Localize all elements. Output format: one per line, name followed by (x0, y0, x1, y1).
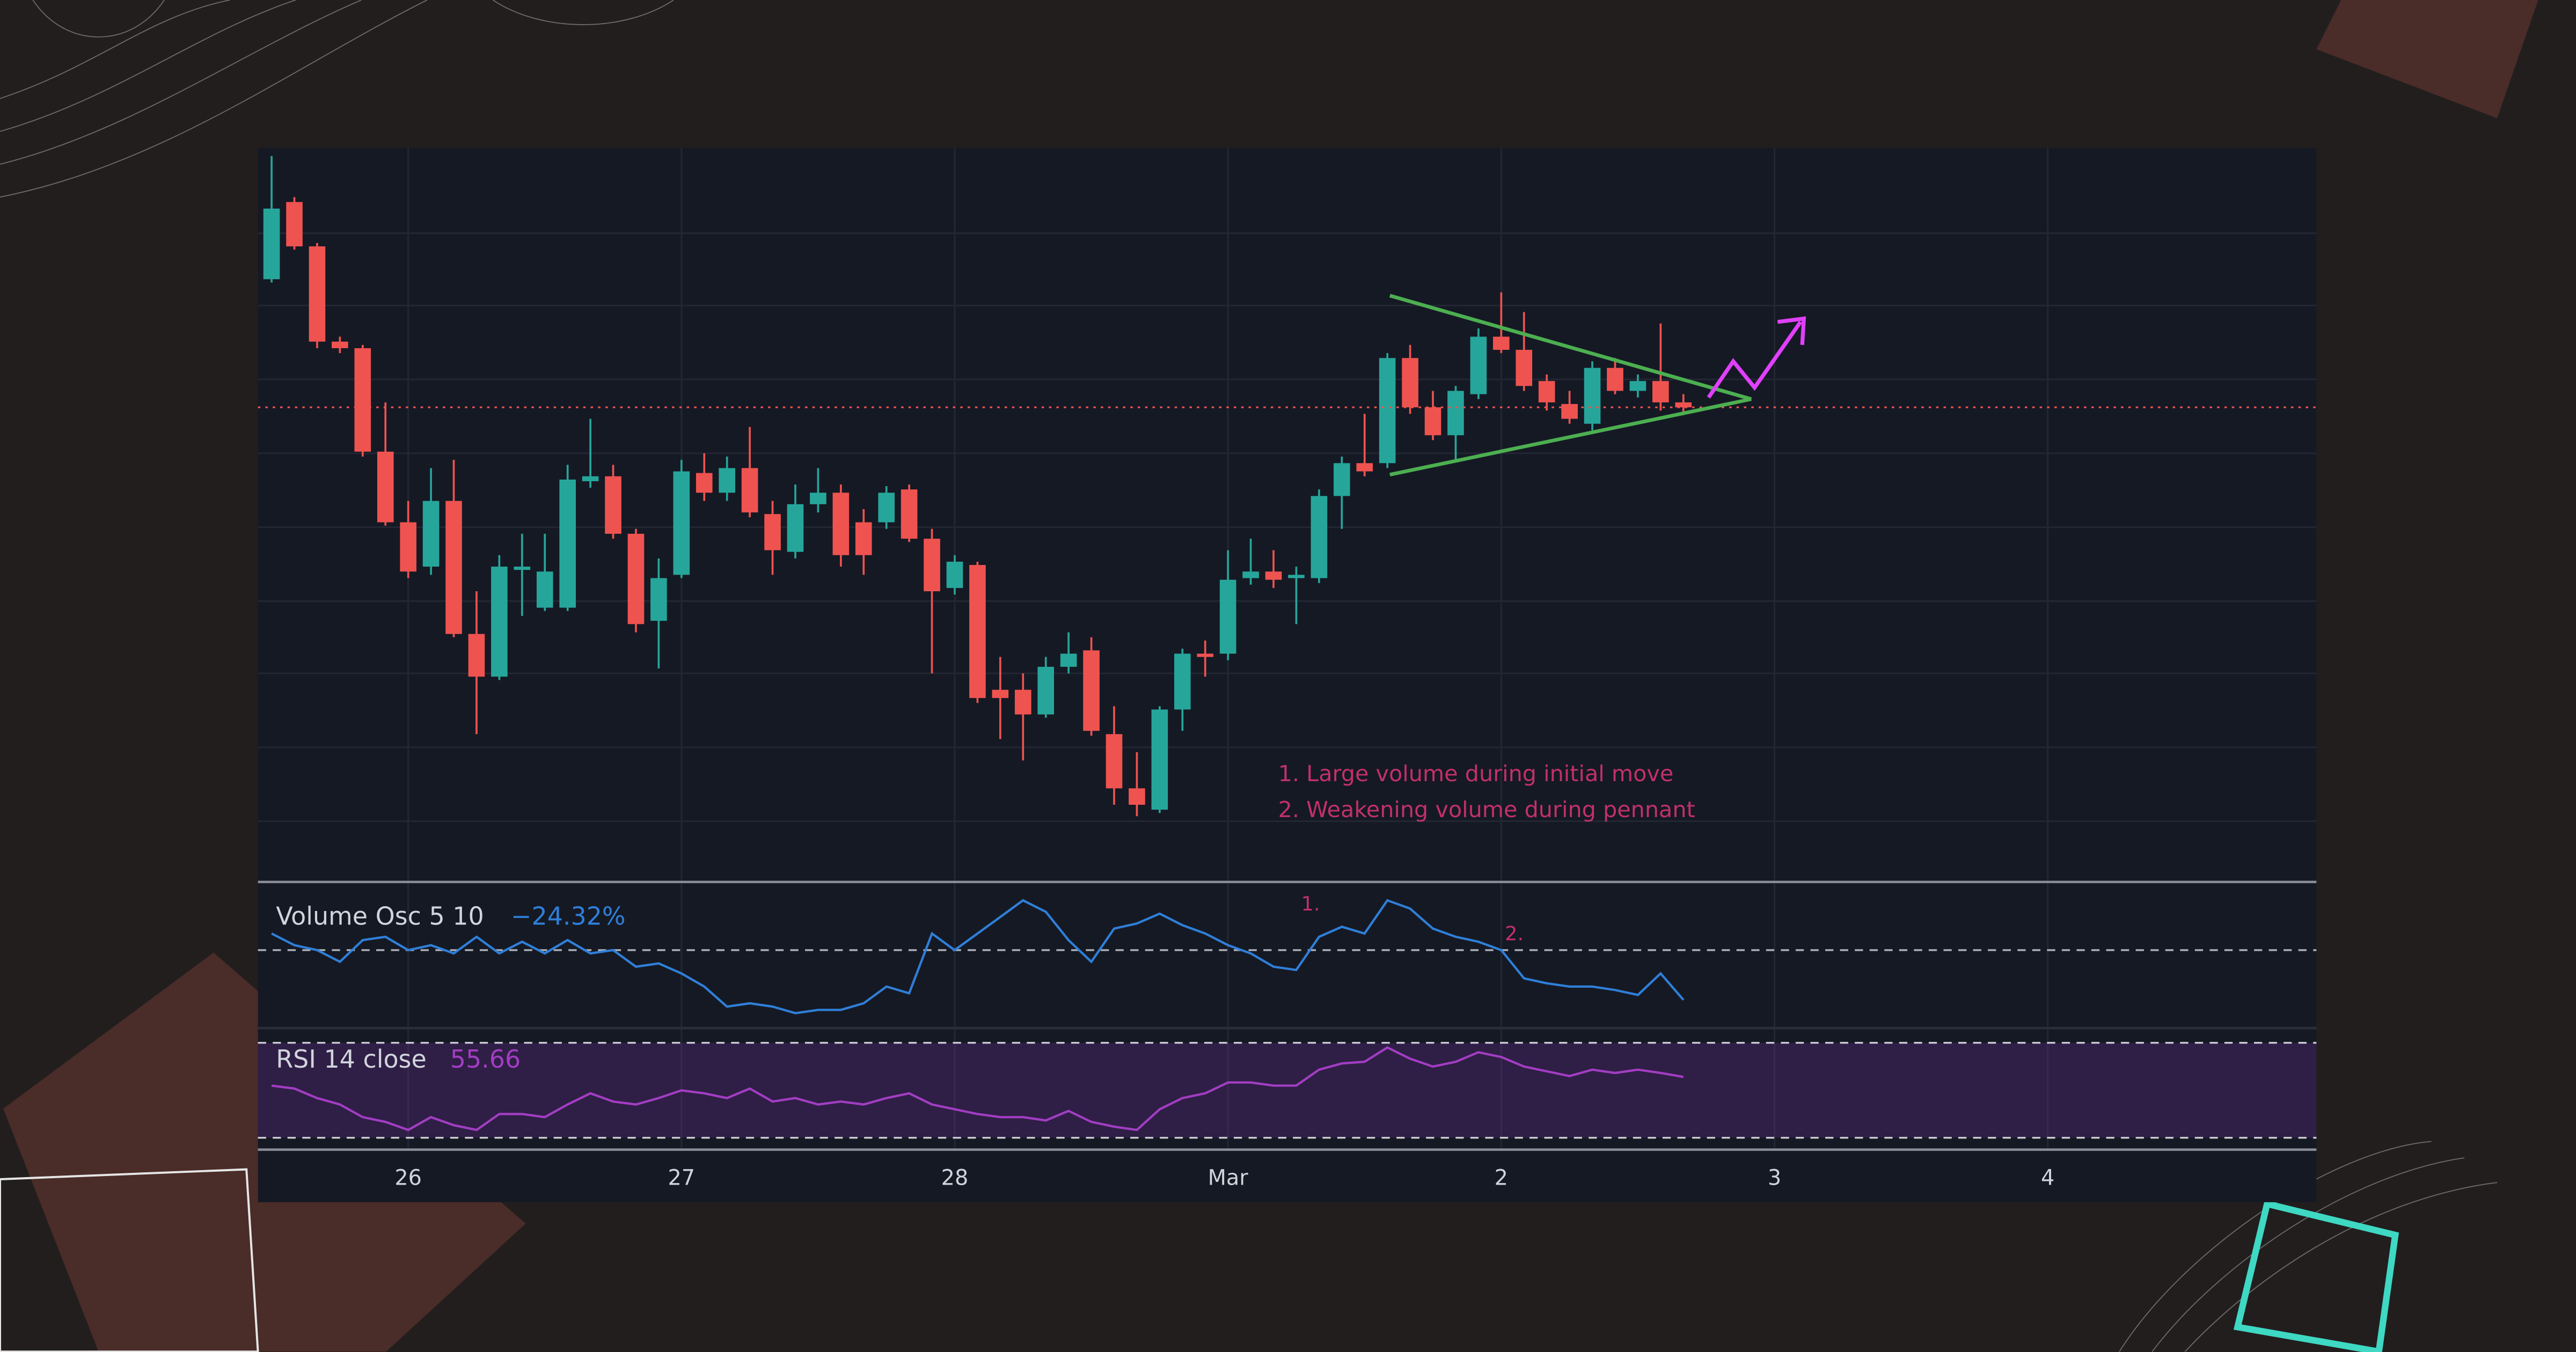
grid (258, 148, 2317, 1150)
candle-body (1447, 391, 1464, 436)
candle-body (1538, 381, 1555, 402)
pane-value: −24.32% (511, 902, 626, 931)
candle-body (924, 539, 940, 592)
candle-body (764, 514, 781, 550)
candle-body (263, 208, 280, 280)
candle-body (1629, 381, 1646, 391)
candle-body (1607, 368, 1623, 391)
candle-body (491, 567, 508, 677)
candle-body (1106, 734, 1123, 789)
candle-body (1060, 653, 1077, 667)
outline-decoration (0, 1168, 259, 1352)
x-tick-label: 2 (1495, 1165, 1508, 1190)
candle-body (946, 561, 963, 588)
annotation: 1. (1301, 892, 1320, 915)
pane-title: Volume Osc 5 10 (276, 902, 484, 931)
candle-body (901, 489, 918, 539)
candle-body (468, 634, 485, 677)
candle-body (377, 451, 394, 523)
candle-body (1174, 653, 1191, 710)
x-tick-label: 27 (668, 1165, 696, 1190)
candle-body (969, 565, 986, 699)
x-tick-label: 4 (2041, 1165, 2054, 1190)
candle-body (1493, 336, 1510, 350)
candle-body (1675, 402, 1692, 408)
candle-body (1037, 666, 1055, 715)
candle-body (1561, 404, 1578, 419)
candle-body (400, 522, 416, 572)
projection-arrow (1707, 320, 1803, 399)
candle-body (1356, 463, 1373, 472)
candle-body (1151, 709, 1168, 810)
pane-title: RSI 14 close (276, 1045, 426, 1074)
candle-body (1242, 571, 1259, 578)
x-tick-label: 3 (1768, 1165, 1781, 1190)
candle-body (1014, 689, 1031, 715)
candle-body (1333, 463, 1350, 496)
candle-body (605, 476, 621, 534)
pennant-line (1389, 397, 1752, 476)
candle-body (332, 341, 348, 348)
candle-body (627, 533, 645, 624)
candle-body (422, 501, 440, 567)
drawings (1389, 293, 1806, 476)
indicator-line (271, 899, 1685, 1015)
candle-body (559, 479, 576, 608)
candle-body (1311, 496, 1328, 578)
candle-body (354, 348, 371, 452)
candle-body (582, 476, 599, 481)
candle-body (1265, 571, 1282, 580)
candle-body (810, 493, 826, 504)
candle-body (878, 493, 895, 523)
candle-body (1129, 788, 1145, 805)
candle-body (719, 468, 735, 493)
candle-body (832, 493, 850, 555)
candle-body (309, 246, 326, 342)
candle-body (696, 473, 713, 493)
chart-area (258, 148, 2317, 1202)
candle-body (741, 468, 758, 513)
pane-value: 55.66 (450, 1045, 521, 1074)
arrow-head (1777, 316, 1806, 346)
candle-body (1470, 336, 1487, 394)
square-decoration (2233, 1200, 2399, 1352)
x-tick-label: Mar (1208, 1165, 1249, 1190)
candle-body (787, 504, 804, 552)
shape-decoration (2316, 0, 2538, 119)
candle-body (1288, 575, 1305, 578)
annotation: 1. Large volume during initial move (1278, 761, 1674, 787)
indicator-line (271, 1046, 1684, 1131)
rsi-band (258, 1042, 2317, 1138)
candle-body (1379, 358, 1396, 464)
pennant-line (1389, 293, 1752, 401)
candle-body (1219, 579, 1236, 654)
candle-body (1584, 368, 1601, 424)
candle-body (650, 578, 667, 621)
candle-body (1516, 350, 1533, 386)
candle-body (855, 522, 872, 555)
candle-body (445, 501, 462, 634)
candle-body (1424, 407, 1441, 436)
candle-body (673, 471, 690, 575)
candle-body (1402, 358, 1418, 408)
candle-body (514, 567, 531, 570)
x-tick-label: 26 (394, 1165, 422, 1190)
candle-body (536, 571, 553, 608)
candle-body (1197, 653, 1214, 657)
candle-body (1083, 650, 1100, 731)
annotation: 2. Weakening volume during pennant (1278, 797, 1695, 822)
x-tick-label: 28 (941, 1165, 969, 1190)
marks: 26 27 28 Mar 2 3 4 1. Large volume during initi… (258, 156, 2317, 1190)
candle-body (992, 689, 1009, 699)
candle-body (1652, 381, 1669, 402)
annotation: 2. (1505, 922, 1524, 945)
contour-decoration (0, 0, 2498, 1352)
candle-body (286, 202, 303, 247)
